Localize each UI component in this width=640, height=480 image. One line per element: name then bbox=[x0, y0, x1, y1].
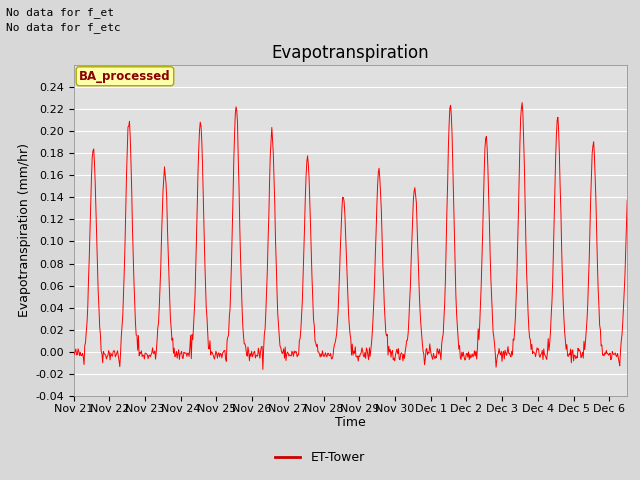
Y-axis label: Evapotranspiration (mm/hr): Evapotranspiration (mm/hr) bbox=[18, 144, 31, 317]
Title: Evapotranspiration: Evapotranspiration bbox=[271, 44, 429, 62]
X-axis label: Time: Time bbox=[335, 417, 366, 430]
Legend: ET-Tower: ET-Tower bbox=[270, 446, 370, 469]
Text: BA_processed: BA_processed bbox=[79, 70, 171, 83]
Text: No data for f_et: No data for f_et bbox=[6, 7, 115, 18]
Text: No data for f_etc: No data for f_etc bbox=[6, 22, 121, 33]
